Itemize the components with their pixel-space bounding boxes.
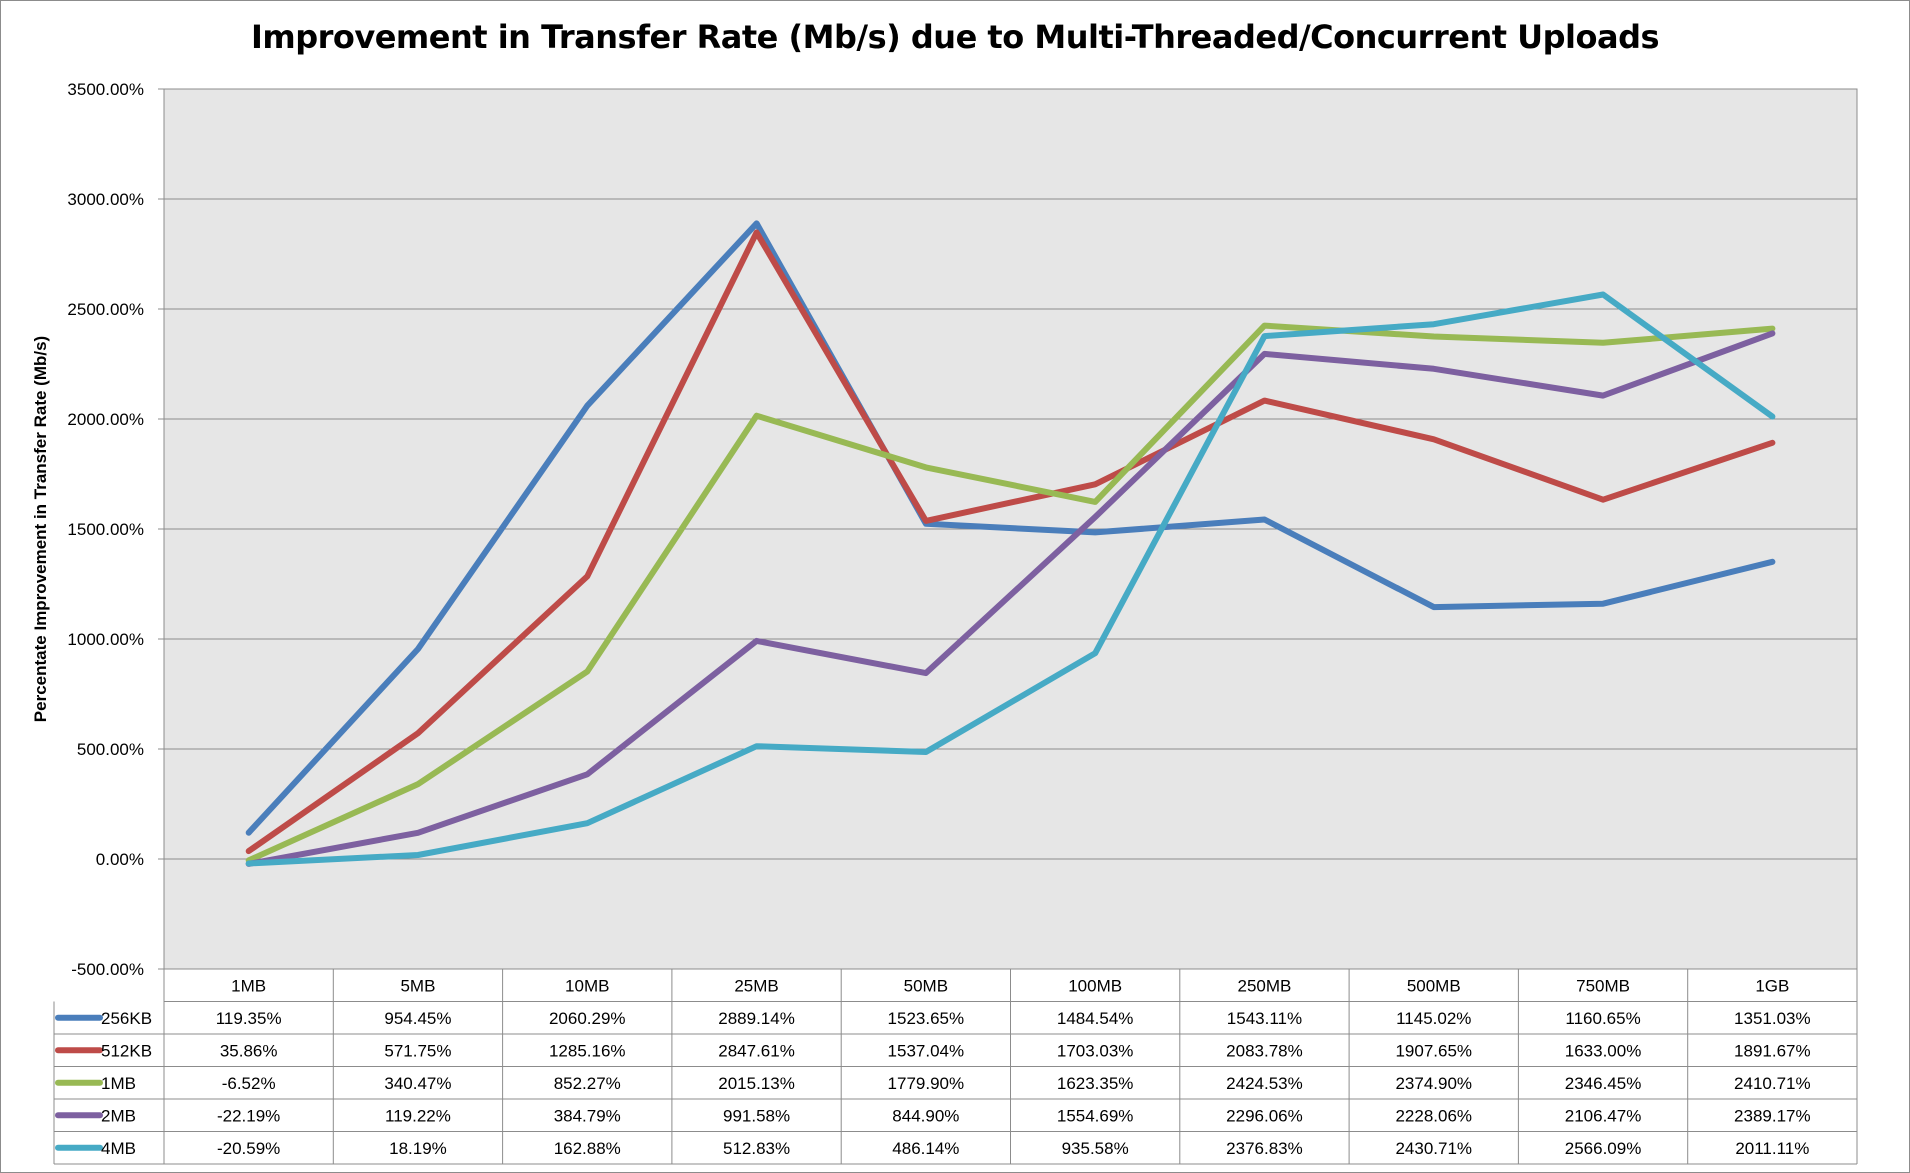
series-line-256kb bbox=[245, 220, 1776, 836]
series-line-2mb bbox=[245, 330, 1776, 867]
x-tick-label: 1MB bbox=[231, 976, 266, 995]
data-label: 2011.11% bbox=[1735, 1139, 1809, 1158]
legend-label: 256KB bbox=[101, 1009, 152, 1028]
y-tick-label: 1500.00% bbox=[67, 520, 144, 539]
y-tick-label: 2500.00% bbox=[67, 300, 144, 319]
data-label: 991.58% bbox=[723, 1106, 790, 1125]
data-label: 340.47% bbox=[384, 1074, 451, 1093]
data-label: 2015.13% bbox=[718, 1074, 795, 1093]
data-label: 935.58% bbox=[1062, 1139, 1129, 1158]
x-tick-label: 10MB bbox=[565, 976, 609, 995]
x-tick-label: 750MB bbox=[1576, 976, 1630, 995]
data-label: 384.79% bbox=[554, 1106, 621, 1125]
data-label: 1891.67% bbox=[1734, 1041, 1811, 1060]
y-tick-label: -500.00% bbox=[71, 960, 144, 979]
data-label: 1907.65% bbox=[1395, 1041, 1472, 1060]
legend-label: 1MB bbox=[101, 1074, 136, 1093]
data-label: 1543.11% bbox=[1227, 1009, 1302, 1028]
chart-title: Improvement in Transfer Rate (Mb/s) due … bbox=[250, 18, 1660, 56]
data-label: 2228.06% bbox=[1395, 1106, 1472, 1125]
data-label: 119.22% bbox=[385, 1106, 451, 1125]
y-tick-label: 2000.00% bbox=[67, 410, 144, 429]
data-label: 1351.03% bbox=[1734, 1009, 1811, 1028]
data-label: 1703.03% bbox=[1057, 1041, 1134, 1060]
data-label: 1484.54% bbox=[1057, 1009, 1134, 1028]
x-tick-label: 25MB bbox=[734, 976, 778, 995]
x-tick-label: 1GB bbox=[1755, 976, 1789, 995]
data-label: 162.88% bbox=[554, 1139, 621, 1158]
data-label: 1160.65% bbox=[1565, 1009, 1640, 1028]
y-tick-label: 500.00% bbox=[77, 740, 144, 759]
series-line-512kb bbox=[245, 229, 1776, 855]
data-label: 1285.16% bbox=[549, 1041, 626, 1060]
data-label: 2889.14% bbox=[718, 1009, 795, 1028]
y-tick-label: 3000.00% bbox=[67, 190, 144, 209]
data-label: 2083.78% bbox=[1226, 1041, 1303, 1060]
x-tick-label: 5MB bbox=[400, 976, 435, 995]
data-label: 2847.61% bbox=[718, 1041, 795, 1060]
data-label: 954.45% bbox=[384, 1009, 451, 1028]
data-label: 1145.02% bbox=[1396, 1009, 1471, 1028]
data-label: 2296.06% bbox=[1226, 1106, 1303, 1125]
series-line-1mb bbox=[245, 322, 1776, 864]
data-label: 2410.71% bbox=[1734, 1074, 1811, 1093]
y-tick-label: 3500.00% bbox=[67, 80, 144, 99]
data-label: 2374.90% bbox=[1395, 1074, 1472, 1093]
data-label: 1554.69% bbox=[1057, 1106, 1134, 1125]
x-tick-label: 250MB bbox=[1238, 976, 1292, 995]
series-line-4mb bbox=[245, 291, 1776, 867]
data-label: 852.27% bbox=[554, 1074, 621, 1093]
data-label: 1523.65% bbox=[888, 1009, 965, 1028]
data-label: 35.86% bbox=[220, 1041, 278, 1060]
data-label: 18.19% bbox=[389, 1139, 447, 1158]
legend-label: 512KB bbox=[101, 1041, 152, 1060]
data-label: 2566.09% bbox=[1565, 1139, 1642, 1158]
data-label: 571.75% bbox=[384, 1041, 451, 1060]
data-label: 1623.35% bbox=[1057, 1074, 1134, 1093]
x-tick-label: 100MB bbox=[1068, 976, 1122, 995]
data-label: 2376.83% bbox=[1226, 1139, 1303, 1158]
legend-label: 2MB bbox=[101, 1106, 136, 1125]
y-tick-label: 0.00% bbox=[96, 850, 144, 869]
data-label: 1633.00% bbox=[1565, 1041, 1642, 1060]
data-label: 2346.45% bbox=[1565, 1074, 1642, 1093]
data-label: 119.35% bbox=[216, 1009, 282, 1028]
y-tick-label: 1000.00% bbox=[67, 630, 144, 649]
data-label: -20.59% bbox=[217, 1139, 280, 1158]
legend-label: 4MB bbox=[101, 1139, 136, 1158]
data-label: 2389.17% bbox=[1734, 1106, 1811, 1125]
data-label: 1537.04% bbox=[888, 1041, 965, 1060]
data-label: 1779.90% bbox=[888, 1074, 965, 1093]
x-tick-label: 500MB bbox=[1407, 976, 1461, 995]
x-tick-label: 50MB bbox=[904, 976, 948, 995]
data-label: -6.52% bbox=[222, 1074, 276, 1093]
data-label: 2430.71% bbox=[1395, 1139, 1472, 1158]
data-label: 2060.29% bbox=[549, 1009, 626, 1028]
data-label: 486.14% bbox=[892, 1139, 959, 1158]
data-label: 512.83% bbox=[723, 1139, 790, 1158]
y-axis-label: Percentate Improvement in Transfer Rate … bbox=[31, 336, 50, 722]
data-label: 2424.53% bbox=[1226, 1074, 1303, 1093]
data-label: 2106.47% bbox=[1565, 1106, 1642, 1125]
data-label: 844.90% bbox=[892, 1106, 959, 1125]
data-label: -22.19% bbox=[217, 1106, 280, 1125]
